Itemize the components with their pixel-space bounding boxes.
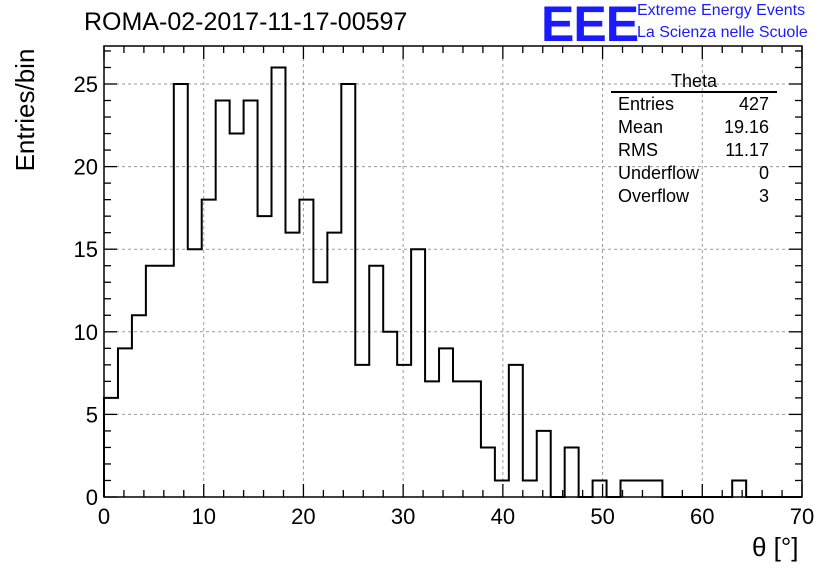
y-tick-label: 5 <box>86 402 98 427</box>
axis-ticks <box>103 46 803 498</box>
x-tick-label: 0 <box>98 504 110 529</box>
stats-row-overflow: Overflow 3 <box>611 185 777 208</box>
x-tick-label: 20 <box>291 504 315 529</box>
x-tick-label: 30 <box>391 504 415 529</box>
x-tick-label: 70 <box>790 504 814 529</box>
y-tick-label: 25 <box>74 72 98 97</box>
grid-lines <box>104 46 802 497</box>
x-tick-label: 40 <box>491 504 515 529</box>
y-tick-label: 20 <box>74 155 98 180</box>
y-tick-label: 0 <box>86 485 98 510</box>
histogram-outline <box>103 66 802 498</box>
logo-subtitle-line1: Extreme Energy Events <box>637 2 806 19</box>
stats-label: Overflow <box>618 186 690 206</box>
stats-title: Theta <box>611 72 777 93</box>
plot-frame <box>103 45 803 498</box>
stats-row-underflow: Underflow 0 <box>611 162 777 185</box>
x-tick-label: 50 <box>590 504 614 529</box>
logo-subtitle-line2: La Scienza nelle Scuole <box>637 24 808 41</box>
stats-row-entries: Entries 427 <box>611 93 777 116</box>
stats-row-mean: Mean 19.16 <box>611 116 777 139</box>
y-tick-label: 10 <box>74 320 98 345</box>
stats-row-rms: RMS 11.17 <box>611 139 777 162</box>
y-tick-label: 15 <box>74 237 98 262</box>
stats-box: Theta Entries 427 Mean 19.16 RMS 11.17 U… <box>611 72 777 208</box>
stats-label: Underflow <box>618 163 700 183</box>
stats-label: RMS <box>618 140 658 160</box>
stats-label: Entries <box>618 94 675 114</box>
stats-value: 11.17 <box>725 140 769 160</box>
stats-value: 19.16 <box>723 117 769 137</box>
eee-logo: EEE <box>541 0 639 52</box>
stats-label: Mean <box>618 117 664 137</box>
stats-value: 427 <box>738 94 769 114</box>
x-tick-label: 10 <box>191 504 215 529</box>
x-tick-label: 60 <box>690 504 714 529</box>
run-title: ROMA-02-2017-11-17-00597 <box>84 8 408 36</box>
x-axis-label: θ [°] <box>752 532 799 562</box>
y-axis-label: Entries/bin <box>10 48 40 172</box>
stats-value: 3 <box>758 186 769 206</box>
stats-value: 0 <box>758 163 769 183</box>
